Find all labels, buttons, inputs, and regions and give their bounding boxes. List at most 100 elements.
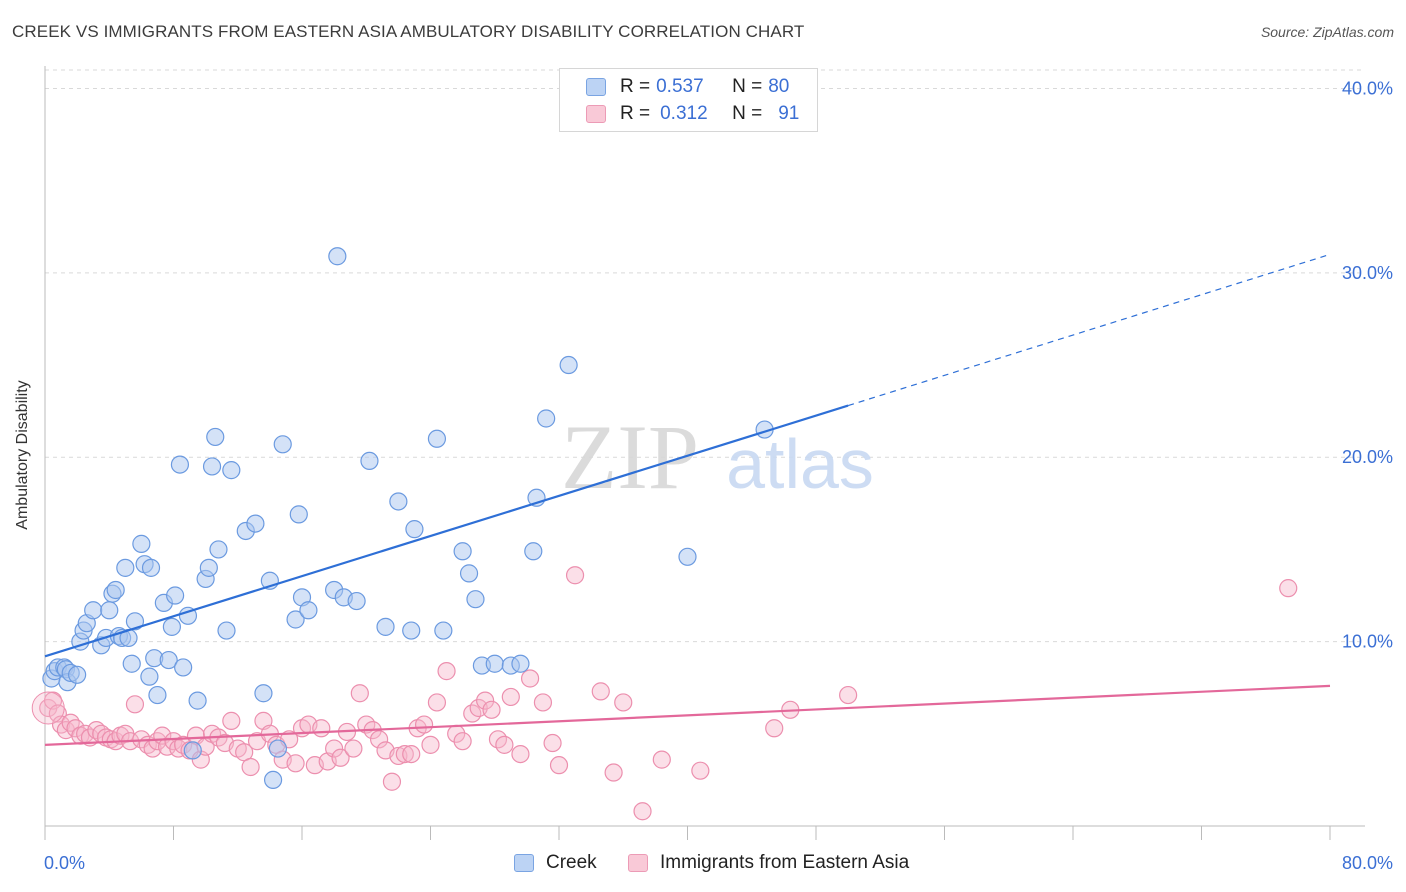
chart-source: Source: ZipAtlas.com <box>1260 24 1394 40</box>
immigrants-point-83 <box>565 566 585 585</box>
immigrants-point-86 <box>614 693 633 712</box>
immigrants-point-52 <box>331 748 350 767</box>
x-tick-label-1: 80.0% <box>1342 853 1393 873</box>
immigrants-point-80 <box>533 693 553 712</box>
creek-r-label: R = <box>620 76 651 97</box>
immigrants-point-58 <box>370 730 389 749</box>
tick-labels: 10.0% 20.0% 30.0% 40.0% 0.0% 80.0% <box>44 78 1393 873</box>
creek-point-64 <box>405 520 424 539</box>
creek-point-67 <box>453 542 472 561</box>
immigrants-point-45 <box>286 754 305 773</box>
immigrants-point-88 <box>652 750 671 769</box>
creek-point-74 <box>524 542 543 561</box>
immigrants-point-73 <box>476 691 495 710</box>
creek-point-43 <box>217 621 236 640</box>
creek-swatch <box>586 78 606 96</box>
creek-r-value: 0.537 <box>656 76 704 97</box>
immigrants-point-49 <box>312 719 331 738</box>
immigrants-point-78 <box>511 744 530 764</box>
immigrants-point-60 <box>382 772 402 791</box>
creek-point-30 <box>159 650 178 670</box>
creek-point-59 <box>347 591 366 611</box>
immigrants-point-85 <box>604 763 623 782</box>
immigrants-point-38 <box>241 757 260 777</box>
legend-item-immigrants[interactable]: Immigrants from Eastern Asia <box>628 852 909 874</box>
creek-point-16 <box>106 580 125 600</box>
immigrants-point-65 <box>414 715 434 734</box>
creek-point-19 <box>116 558 135 577</box>
immigrants-n-label: N = <box>732 103 763 124</box>
immigrants-r-value: 0.312 <box>660 103 708 124</box>
creek-n-value: 80 <box>768 76 790 97</box>
immigrants-point-63 <box>402 744 421 764</box>
trend-lines <box>44 253 1331 746</box>
creek-point-50 <box>268 739 288 758</box>
creek-point-55 <box>299 601 318 620</box>
immigrants-n-value: 91 <box>778 103 800 124</box>
y-tick-label-2: 30.0% <box>1342 263 1393 283</box>
immigrants-point-87 <box>633 802 652 821</box>
creek-point-60 <box>360 451 379 471</box>
creek-point-14 <box>100 601 119 620</box>
y-tick-label-0: 10.0% <box>1342 632 1393 652</box>
immigrants-r-label: R = <box>620 103 651 124</box>
creek-point-78 <box>678 547 697 566</box>
creek-point-31 <box>162 617 181 636</box>
immigrants-point-66 <box>421 735 440 754</box>
legend-immigrants-label: Immigrants from Eastern Asia <box>660 852 910 873</box>
immigrants-cluster <box>31 691 65 725</box>
immigrants-point-62 <box>395 744 414 764</box>
creek-point-41 <box>206 427 225 447</box>
immigrants-point-82 <box>549 756 569 775</box>
creek-point-32 <box>166 586 185 605</box>
immigrants-point-5 <box>61 713 80 732</box>
creek-point-66 <box>434 621 453 640</box>
creek-point-39 <box>199 558 218 577</box>
immigrants-point-74 <box>482 700 501 719</box>
immigrants-point-68 <box>437 662 456 681</box>
creek-point-46 <box>246 514 265 533</box>
creek-point-61 <box>376 617 395 636</box>
creek-point-40 <box>202 457 222 476</box>
immigrants-point-81 <box>543 733 562 753</box>
immigrants-point-92 <box>839 685 858 705</box>
y-tick-label-3: 40.0% <box>1342 78 1393 98</box>
immigrants-point-54 <box>344 739 363 758</box>
creek-n-label: N = <box>732 76 763 97</box>
creek-point-21 <box>122 654 141 673</box>
immigrants-point-90 <box>765 719 784 738</box>
watermark-atlas: atlas <box>726 425 874 503</box>
creek-point-53 <box>289 505 308 524</box>
immigrants-point-84 <box>591 682 610 701</box>
immigrants-trend-line <box>44 684 1331 746</box>
creek-point-28 <box>140 667 159 686</box>
creek-point-73 <box>511 654 530 673</box>
creek-point-63 <box>402 621 421 640</box>
watermark-zip: ZIP <box>561 406 699 508</box>
immigrants-point-35 <box>222 711 241 730</box>
creek-point-36 <box>183 741 202 760</box>
creek-point-68 <box>459 564 479 583</box>
legend-immigrants-swatch <box>628 854 648 872</box>
legend-creek-label: Creek <box>546 852 597 873</box>
immigrants-point-79 <box>520 669 540 688</box>
creek-point-65 <box>427 429 447 448</box>
creek-trend-extension <box>847 253 1331 407</box>
creek-point-23 <box>132 534 151 553</box>
axes <box>44 66 1365 840</box>
creek-point-62 <box>389 492 408 511</box>
legend-item-creek[interactable]: Creek <box>514 852 597 874</box>
chart-title: CREEK VS IMMIGRANTS FROM EASTERN ASIA AM… <box>12 22 805 41</box>
creek-point-25 <box>141 558 161 577</box>
creek-point-27 <box>148 685 167 705</box>
stats-row-immigrants: R = 0.312 N = 91 <box>586 102 799 126</box>
series-legend: Creek Immigrants from Eastern Asia <box>0 852 1406 878</box>
x-tick-label-0: 0.0% <box>44 853 85 873</box>
creek-point-42 <box>209 540 228 559</box>
immigrants-point-18 <box>125 695 145 714</box>
creek-point-52 <box>286 610 305 629</box>
immigrants-point-67 <box>427 693 447 712</box>
series-immigrants-points <box>31 566 1298 821</box>
creek-point-51 <box>273 435 292 454</box>
